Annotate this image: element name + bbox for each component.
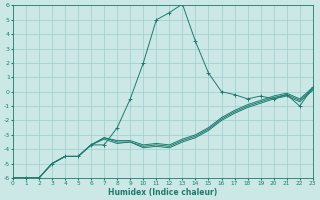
X-axis label: Humidex (Indice chaleur): Humidex (Indice chaleur): [108, 188, 218, 197]
